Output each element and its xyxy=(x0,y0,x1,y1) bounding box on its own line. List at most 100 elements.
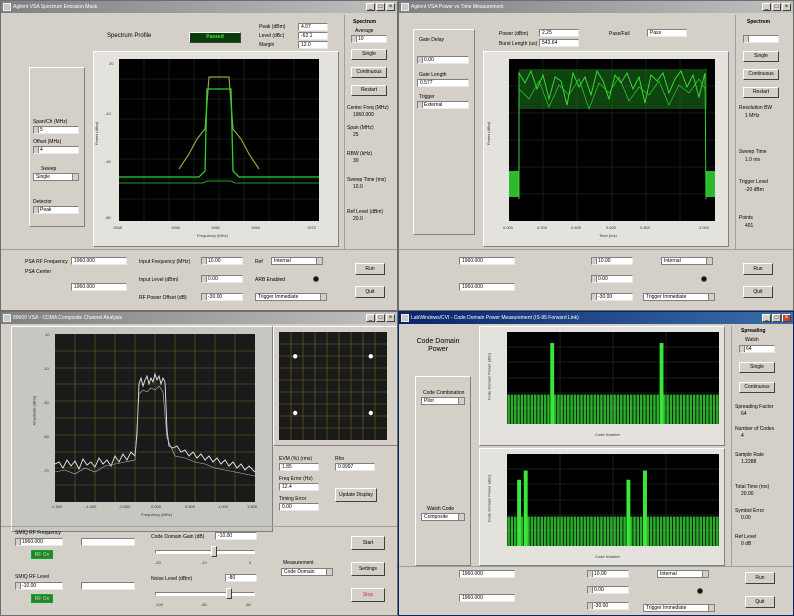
sweep-select[interactable]: Single xyxy=(33,173,79,181)
restart-button[interactable]: Restart xyxy=(743,87,779,98)
ref-select[interactable]: Internal xyxy=(661,257,713,265)
stop-button[interactable]: Stop xyxy=(351,588,385,602)
code-bar xyxy=(563,394,567,424)
continuous-button[interactable]: Continuous xyxy=(351,67,387,78)
walsh-code-select[interactable]: Composite xyxy=(421,513,465,521)
slider1-value[interactable]: -10.00 xyxy=(215,532,257,540)
psa-center-field[interactable]: 1960.000 xyxy=(459,283,515,291)
code-bar xyxy=(514,516,517,546)
maximize-button[interactable]: □ xyxy=(772,3,781,11)
psa-center-label: PSA Center xyxy=(25,269,52,275)
input-frequency-field[interactable]: 10.00 xyxy=(591,257,633,265)
close-button[interactable]: × xyxy=(386,3,395,11)
psa-center-field[interactable]: 1960.000 xyxy=(71,283,127,291)
run-button[interactable]: Run xyxy=(745,572,775,584)
code-peak-bar xyxy=(626,479,631,546)
single-button[interactable]: Single xyxy=(351,49,387,60)
psa-center-field[interactable]: 1960.000 xyxy=(459,594,515,602)
ref-select[interactable]: Internal xyxy=(657,570,709,578)
quit-button[interactable]: Quit xyxy=(743,286,773,298)
slider2-thumb[interactable] xyxy=(225,588,232,599)
y-axis-label: Power (dBm) xyxy=(486,121,492,146)
trigger-select[interactable]: Trigger Immediate xyxy=(255,293,327,301)
gate-delay-input[interactable]: 0.00 xyxy=(417,56,469,64)
window-vsa-composite: 89600 VSA - CDMA Composite Channel Analy… xyxy=(0,311,398,616)
code-bar xyxy=(600,394,603,424)
rf-level-field[interactable]: -10.00 xyxy=(15,582,63,590)
pass-fail-value: Pass xyxy=(647,29,687,37)
continuous-button[interactable]: Continuous xyxy=(743,69,779,80)
rf-on-indicator[interactable]: RF On xyxy=(31,594,53,603)
maximize-button[interactable]: □ xyxy=(376,314,385,322)
trigger-input[interactable]: External xyxy=(417,101,469,109)
input-level-field[interactable]: 0.00 xyxy=(201,275,243,283)
rf-power-offset-field[interactable]: -30.00 xyxy=(591,293,633,301)
psa-frequency-field[interactable]: 1960.000 xyxy=(71,257,127,265)
code-bar xyxy=(610,394,613,424)
slider1-thumb[interactable] xyxy=(211,546,218,557)
run-button[interactable]: Run xyxy=(743,263,773,275)
title-bar[interactable]: Agilent VSA Power vs Time Measurement _ □… xyxy=(399,1,793,13)
gate-length-input[interactable]: 0.577 xyxy=(417,79,469,87)
burst-trace xyxy=(518,69,707,200)
close-button[interactable]: × xyxy=(782,314,791,322)
start-button[interactable]: Start xyxy=(351,536,385,550)
minimize-button[interactable]: _ xyxy=(762,3,771,11)
rf-power-offset-field[interactable]: -30.00 xyxy=(201,293,243,301)
offset-input[interactable]: 4 xyxy=(33,146,79,154)
maximize-button[interactable]: □ xyxy=(376,3,385,11)
readout-label-3: Margin xyxy=(259,42,275,48)
code-bar xyxy=(603,516,606,546)
slider2-value[interactable]: -80 xyxy=(225,574,257,582)
trigger-select[interactable]: Trigger Immediate xyxy=(643,293,715,301)
continuous-button[interactable]: Continuous xyxy=(739,382,775,393)
minimize-button[interactable]: _ xyxy=(366,314,375,322)
input-level-field[interactable]: 0.00 xyxy=(591,275,633,283)
psa-frequency-label: PSA RF Frequency xyxy=(25,259,68,265)
update-display-button[interactable]: Update Display xyxy=(335,488,377,502)
title-bar[interactable]: Agilent VSA Spectrum Emission Mask _ □ × xyxy=(1,1,397,13)
ref-select[interactable]: Internal xyxy=(271,257,323,265)
mode-select[interactable]: Code Domain xyxy=(281,568,333,576)
code-bar xyxy=(567,516,570,546)
single-button[interactable]: Single xyxy=(739,362,775,373)
input-frequency-field[interactable]: 10.00 xyxy=(201,257,243,265)
y-tick: -30 xyxy=(43,400,49,405)
trigger-select[interactable]: Trigger Immediate xyxy=(643,604,715,612)
settings-button[interactable]: Settings xyxy=(351,562,385,576)
mask-trace xyxy=(178,76,260,170)
code-bar xyxy=(580,394,583,424)
code-bar xyxy=(606,394,610,424)
code-bar xyxy=(553,394,557,424)
average-input[interactable] xyxy=(743,35,779,43)
rf-on-indicator[interactable]: RF On xyxy=(31,550,53,559)
maximize-button[interactable]: □ xyxy=(772,314,781,322)
minimize-button[interactable]: _ xyxy=(762,314,771,322)
code-combination-select[interactable]: Pilot xyxy=(421,397,465,405)
psa-frequency-field[interactable]: 1960.000 xyxy=(459,257,515,265)
span-input[interactable]: 5 xyxy=(33,126,79,134)
restart-button[interactable]: Restart xyxy=(351,85,387,96)
quit-button[interactable]: Quit xyxy=(355,286,385,298)
average-input[interactable]: 10 xyxy=(351,35,387,43)
input-frequency-field[interactable]: 10.00 xyxy=(587,570,629,578)
code-bar xyxy=(689,516,693,546)
close-button[interactable]: × xyxy=(386,314,395,322)
walsh-input[interactable]: 64 xyxy=(739,345,775,353)
x-axis-label: Frequency (MHz) xyxy=(197,233,228,238)
run-button[interactable]: Run xyxy=(355,263,385,275)
title-bar[interactable]: 89600 VSA - CDMA Composite Channel Analy… xyxy=(1,312,397,324)
single-button[interactable]: Single xyxy=(743,51,779,62)
minimize-button[interactable]: _ xyxy=(366,3,375,11)
psa-frequency-field[interactable]: 1960.000 xyxy=(459,570,515,578)
close-button[interactable]: × xyxy=(782,3,791,11)
divider xyxy=(399,249,793,250)
input-level-field[interactable]: 0.00 xyxy=(587,586,629,594)
detector-input[interactable]: Peak xyxy=(33,206,79,214)
rf-frequency-field[interactable]: 1960.000 xyxy=(15,538,63,546)
title-bar[interactable]: LabWindows/CVI - Code Domain Power Measu… xyxy=(399,312,793,324)
y-axis-label: Power (dBm) xyxy=(94,121,100,146)
rf-power-offset-field[interactable]: -30.00 xyxy=(587,602,629,610)
code-bar xyxy=(706,394,709,424)
quit-button[interactable]: Quit xyxy=(745,596,775,608)
